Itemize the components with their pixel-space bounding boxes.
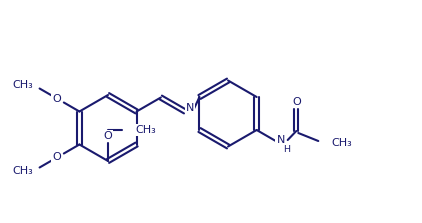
Text: H: H [283,145,290,153]
Text: N: N [186,103,194,114]
Text: CH₃: CH₃ [135,125,156,135]
Text: O: O [292,97,300,107]
Text: CH₃: CH₃ [12,167,32,176]
Text: O: O [52,93,61,103]
Text: O: O [52,153,61,163]
Text: CH₃: CH₃ [331,138,352,148]
Text: N: N [276,135,285,145]
Text: CH₃: CH₃ [12,80,32,89]
Text: O: O [104,131,112,141]
